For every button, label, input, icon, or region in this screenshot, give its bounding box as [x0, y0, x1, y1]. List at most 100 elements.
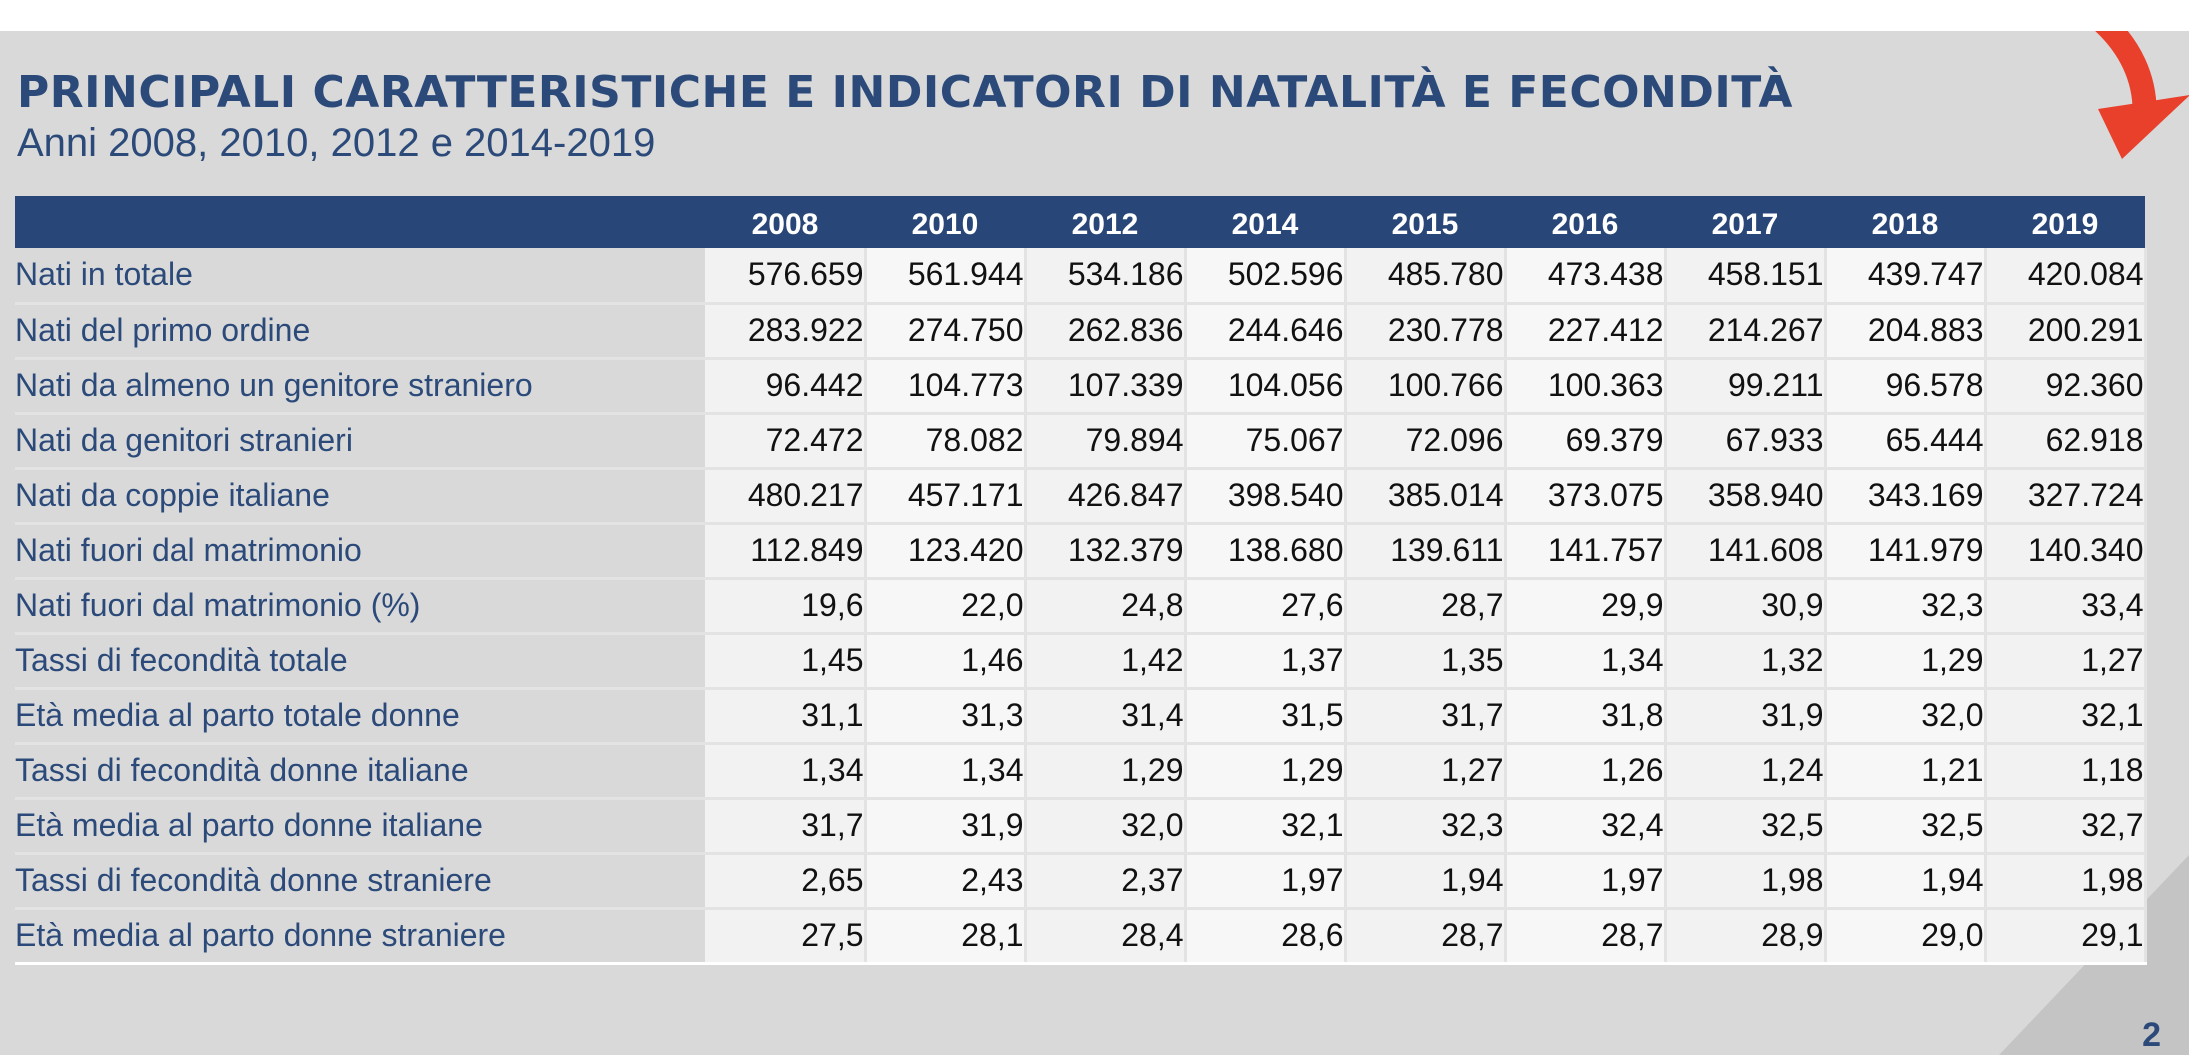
row-label: Nati del primo ordine: [15, 303, 705, 360]
table-cell: 31,7: [1345, 688, 1507, 745]
table-cell: 1,21: [1825, 743, 1987, 800]
table-cell: 132.379: [1025, 523, 1187, 580]
table-cell: 92.360: [1985, 358, 2147, 415]
table-row: Tassi di fecondità donne straniere 2,65 2,…: [15, 853, 2147, 910]
table-cell: 1,34: [865, 743, 1027, 800]
year-header: 2016: [1505, 196, 1665, 248]
table-cell: 67.933: [1665, 413, 1827, 470]
table-cell: 78.082: [865, 413, 1027, 470]
table-cell: 33,4: [1985, 578, 2147, 635]
table-cell: 104.773: [865, 358, 1027, 415]
page-number: 2: [2142, 1016, 2161, 1054]
table-cell: 140.340: [1985, 523, 2147, 580]
table-cell: 1,94: [1825, 853, 1987, 910]
table-cell: 65.444: [1825, 413, 1987, 470]
table-cell: 2,37: [1025, 853, 1187, 910]
table-cell: 32,1: [1185, 798, 1347, 855]
table-cell: 100.766: [1345, 358, 1507, 415]
row-label: Età media al parto totale donne: [15, 688, 705, 745]
table-cell: 1,29: [1185, 743, 1347, 800]
table-cell: 457.171: [865, 468, 1027, 525]
table-cell: 29,9: [1505, 578, 1667, 635]
row-label: Nati da almeno un genitore straniero: [15, 358, 705, 415]
table-cell: 1,34: [705, 743, 867, 800]
table-cell: 31,4: [1025, 688, 1187, 745]
table-cell: 385.014: [1345, 468, 1507, 525]
table-cell: 28,1: [865, 908, 1027, 965]
table-cell: 139.611: [1345, 523, 1507, 580]
table-cell: 22,0: [865, 578, 1027, 635]
table-cell: 214.267: [1665, 303, 1827, 360]
row-label: Età media al parto donne italiane: [15, 798, 705, 855]
table-cell: 327.724: [1985, 468, 2147, 525]
table-cell: 141.608: [1665, 523, 1827, 580]
table-cell: 1,24: [1665, 743, 1827, 800]
table-cell: 69.379: [1505, 413, 1667, 470]
table-cell: 30,9: [1665, 578, 1827, 635]
table-row: Età media al parto totale donne 31,1 31,3 3…: [15, 688, 2147, 745]
table-cell: 398.540: [1185, 468, 1347, 525]
table-cell: 62.918: [1985, 413, 2147, 470]
table-cell: 31,9: [865, 798, 1027, 855]
table-cell: 32,7: [1985, 798, 2147, 855]
table-cell: 31,7: [705, 798, 867, 855]
table-cell: 75.067: [1185, 413, 1347, 470]
table-row: Nati del primo ordine 283.922 274.750 262.8…: [15, 303, 2147, 360]
table-cell: 1,18: [1985, 743, 2147, 800]
table-cell: 24,8: [1025, 578, 1187, 635]
table-cell: 473.438: [1505, 248, 1667, 305]
table-cell: 1,42: [1025, 633, 1187, 690]
table-row: Età media al parto donne straniere 27,5 28…: [15, 908, 2147, 965]
arrow-icon: [2094, 31, 2189, 159]
table-cell: 100.363: [1505, 358, 1667, 415]
table-cell: 28,7: [1345, 908, 1507, 965]
table-cell: 204.883: [1825, 303, 1987, 360]
table-row: Nati fuori dal matrimonio (%) 19,6 22,0 24,…: [15, 578, 2147, 635]
table-cell: 107.339: [1025, 358, 1187, 415]
table-cell: 28,7: [1505, 908, 1667, 965]
table-cell: 274.750: [865, 303, 1027, 360]
table-cell: 1,98: [1985, 853, 2147, 910]
table-cell: 79.894: [1025, 413, 1187, 470]
table-cell: 112.849: [705, 523, 867, 580]
table-cell: 373.075: [1505, 468, 1667, 525]
table-cell: 1,29: [1025, 743, 1187, 800]
table-cell: 561.944: [865, 248, 1027, 305]
table-cell: 27,6: [1185, 578, 1347, 635]
row-label: Nati fuori dal matrimonio: [15, 523, 705, 580]
table-cell: 29,1: [1985, 908, 2147, 965]
year-header: 2019: [1985, 196, 2145, 248]
table-row: Nati in totale 576.659 561.944 534.186 502.5…: [15, 248, 2147, 305]
table-cell: 138.680: [1185, 523, 1347, 580]
table-cell: 1,45: [705, 633, 867, 690]
table-cell: 28,4: [1025, 908, 1187, 965]
table-cell: 358.940: [1665, 468, 1827, 525]
table-cell: 1,37: [1185, 633, 1347, 690]
table-row: Nati fuori dal matrimonio 112.849 123.420 1…: [15, 523, 2147, 580]
table-cell: 1,32: [1665, 633, 1827, 690]
table-cell: 244.646: [1185, 303, 1347, 360]
table-cell: 123.420: [865, 523, 1027, 580]
table-cell: 28,7: [1345, 578, 1507, 635]
table-cell: 1,94: [1345, 853, 1507, 910]
table-cell: 31,8: [1505, 688, 1667, 745]
header-empty-cell: [15, 196, 705, 248]
table-cell: 32,0: [1825, 688, 1987, 745]
table-cell: 31,9: [1665, 688, 1827, 745]
table-cell: 141.757: [1505, 523, 1667, 580]
table-cell: 32,3: [1825, 578, 1987, 635]
row-label: Nati da coppie italiane: [15, 468, 705, 525]
table-row: Nati da genitori stranieri 72.472 78.082 79…: [15, 413, 2147, 470]
table-cell: 420.084: [1985, 248, 2147, 305]
table-cell: 1,97: [1185, 853, 1347, 910]
table-row: Nati da almeno un genitore straniero 96.4…: [15, 358, 2147, 415]
table-header-row: 2008 2010 2012 2014 2015 2016 2017 2018 …: [15, 196, 2145, 248]
table-cell: 72.096: [1345, 413, 1507, 470]
table-cell: 1,26: [1505, 743, 1667, 800]
table-cell: 200.291: [1985, 303, 2147, 360]
table-cell: 99.211: [1665, 358, 1827, 415]
table-cell: 27,5: [705, 908, 867, 965]
table-cell: 141.979: [1825, 523, 1987, 580]
table-cell: 1,35: [1345, 633, 1507, 690]
year-header: 2014: [1185, 196, 1345, 248]
